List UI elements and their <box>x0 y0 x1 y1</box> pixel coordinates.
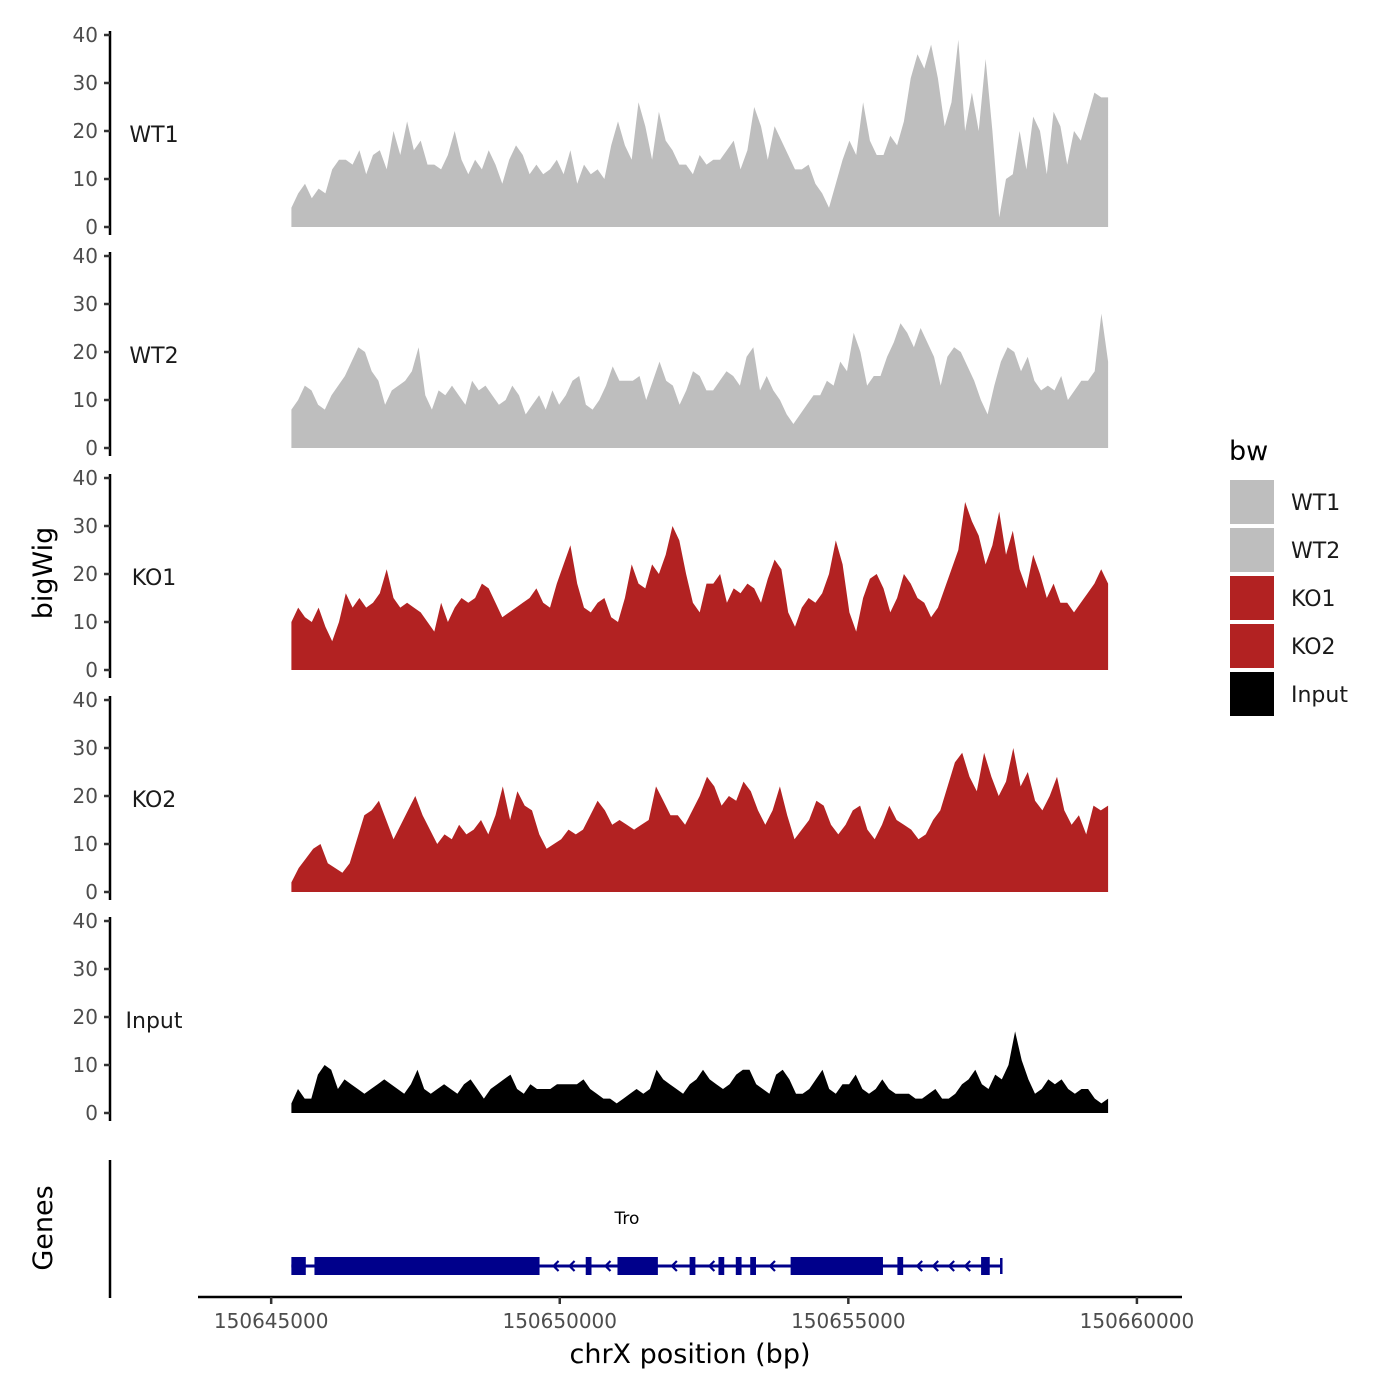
track-label-wt1: WT1 <box>129 123 178 148</box>
y-tick-label-wt1: 0 <box>85 215 98 239</box>
y-tick-label-wt1: 10 <box>73 167 98 191</box>
y-tick-label-input: 20 <box>73 1005 98 1029</box>
x-tick-label: 150645000 <box>214 1309 329 1333</box>
x-tick-label: 150650000 <box>502 1309 617 1333</box>
y-tick-label-ko2: 20 <box>73 784 98 808</box>
track-label-ko2: KO2 <box>132 788 177 813</box>
strand-arrow <box>670 1260 678 1272</box>
x-tick-label: 150660000 <box>1080 1309 1195 1333</box>
y-tick-label-wt2: 30 <box>73 292 98 316</box>
genes-axis-title: Genes <box>28 1185 59 1270</box>
track-label-ko1: KO1 <box>132 566 177 591</box>
y-tick-label-ko2: 40 <box>73 688 98 712</box>
y-tick-label-wt1: 20 <box>73 119 98 143</box>
track-input: 0 10 20 30 40 Input <box>73 909 1109 1125</box>
strand-arrow <box>603 1260 612 1272</box>
y-tick-label-ko1: 30 <box>73 514 98 538</box>
gene-exon <box>585 1257 592 1275</box>
gene-exon <box>718 1257 725 1275</box>
y-tick-label-ko2: 10 <box>73 832 98 856</box>
legend-label-wt2: WT2 <box>1291 539 1340 564</box>
gene-exon <box>735 1257 742 1275</box>
gene-track: Tro <box>108 1160 1003 1298</box>
legend-key-wt1 <box>1230 480 1274 524</box>
y-tick-label-wt2: 10 <box>73 388 98 412</box>
y-tick-label-ko1: 0 <box>85 658 98 682</box>
track-ko1: 0 10 20 30 40 KO1 <box>73 466 1109 682</box>
gene-exon <box>897 1257 904 1275</box>
area-ko2 <box>291 748 1109 892</box>
legend-label-input: Input <box>1291 683 1348 708</box>
legend-key-ko2 <box>1230 624 1274 668</box>
track-wt1: 0 10 20 30 40 WT1 <box>73 23 1109 239</box>
area-wt1 <box>291 39 1109 227</box>
strand-arrow <box>551 1260 560 1272</box>
area-input <box>291 1031 1109 1113</box>
strand-arrow <box>931 1260 939 1272</box>
gene-exon <box>981 1257 990 1275</box>
y-tick-label-input: 10 <box>73 1053 98 1077</box>
y-tick-label-input: 0 <box>85 1101 98 1125</box>
legend-label-ko2: KO2 <box>1291 635 1336 660</box>
legend: bw WT1 WT2 KO1 KO2 Input <box>1229 436 1348 716</box>
y-tick-label-wt2: 20 <box>73 340 98 364</box>
legend-key-ko1 <box>1230 576 1274 620</box>
track-wt2: 0 10 20 30 40 WT2 <box>73 244 1109 460</box>
y-tick-label-ko1: 10 <box>73 610 98 634</box>
x-axis-title: chrX position (bp) <box>569 1339 810 1370</box>
legend-label-wt1: WT1 <box>1291 491 1340 516</box>
legend-title: bw <box>1229 436 1268 467</box>
gene-exon <box>291 1257 306 1275</box>
track-ko2: 0 10 20 30 40 KO2 <box>73 688 1109 904</box>
y-tick-label-wt1: 40 <box>73 23 98 47</box>
gene-exon <box>790 1257 883 1275</box>
x-tick-label: 150655000 <box>791 1309 906 1333</box>
y-tick-label-wt1: 30 <box>73 71 98 95</box>
legend-key-wt2 <box>1230 528 1274 572</box>
gene-label: Tro <box>614 1209 640 1229</box>
strand-arrow <box>567 1260 576 1272</box>
strand-arrow <box>915 1260 923 1272</box>
x-axis: 150645000 150650000 150655000 150660000 <box>198 1295 1195 1333</box>
y-tick-label-ko1: 20 <box>73 562 98 586</box>
y-tick-label-input: 40 <box>73 909 98 933</box>
track-panels: 0 10 20 30 40 WT1 0 10 20 30 40 WT2 0 10 20 30 40 KO1 0 10 2… <box>73 23 1109 1125</box>
legend-label-ko1: KO1 <box>1291 587 1336 612</box>
strand-arrow <box>707 1260 716 1272</box>
legend-key-input <box>1230 672 1274 716</box>
y-axis-title: bigWig <box>28 527 59 620</box>
y-tick-label-ko1: 40 <box>73 466 98 490</box>
strand-arrow <box>963 1260 971 1272</box>
strand-arrow <box>947 1260 955 1272</box>
track-label-input: Input <box>126 1009 183 1034</box>
gene-exon <box>314 1257 540 1275</box>
area-ko1 <box>291 502 1109 670</box>
gene-exon <box>750 1257 756 1275</box>
track-label-wt2: WT2 <box>129 344 178 369</box>
area-wt2 <box>291 313 1109 448</box>
y-tick-label-ko2: 0 <box>85 880 98 904</box>
gene-exon <box>617 1257 658 1275</box>
y-tick-label-input: 30 <box>73 957 98 981</box>
y-tick-label-wt2: 0 <box>85 436 98 460</box>
y-tick-label-wt2: 40 <box>73 244 98 268</box>
strand-arrow <box>768 1260 776 1272</box>
gene-exon <box>689 1257 696 1275</box>
y-tick-label-ko2: 30 <box>73 736 98 760</box>
